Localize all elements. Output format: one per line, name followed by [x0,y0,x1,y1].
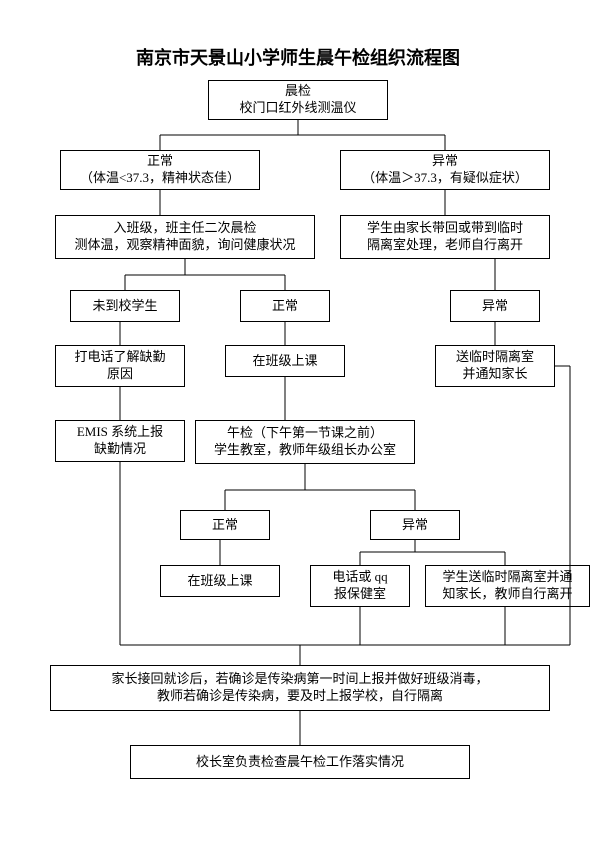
node-text: 异常 [402,517,428,534]
node-text: 正常 [147,153,173,170]
node-text: 校长室负责检查晨午检工作落实情况 [196,754,404,771]
node-text: 晨检 [285,83,311,100]
node-parent-pickup: 学生由家长带回或带到临时 隔离室处理，老师自行离开 [340,215,550,259]
node-text: 教师若确诊是传染病，要及时上报学校，自行隔离 [157,688,443,705]
node-text: （体温＞37.3，有疑似症状） [362,170,528,187]
node-principal: 校长室负责检查晨午检工作落实情况 [130,745,470,779]
node-morning-check: 晨检 校门口红外线测温仪 [208,80,388,120]
node-isolate-notify: 送临时隔离室 并通知家长 [435,345,555,387]
node-text: 隔离室处理，老师自行离开 [367,237,523,254]
node-text: 家长接回就诊后，若确诊是传染病第一时间上报并做好班级消毒， [111,671,488,688]
node-absent: 未到校学生 [70,290,180,322]
node-text: 并通知家长 [462,366,527,383]
node-text: 原因 [107,366,133,383]
node-text: 测体温，观察精神面貌，询问健康状况 [74,237,295,254]
node-text: 午检（下午第一节课之前） [227,425,383,442]
node-followup: 家长接回就诊后，若确诊是传染病第一时间上报并做好班级消毒， 教师若确诊是传染病，… [50,665,550,711]
node-text: 正常 [212,517,238,534]
node-text: 学生由家长带回或带到临时 [367,220,523,237]
node-text: 打电话了解缺勤 [74,349,165,366]
node-text: 学生教室，教师年级组长办公室 [214,442,396,459]
node-text: 在班级上课 [252,353,317,370]
node-in-class-2: 在班级上课 [160,565,280,597]
node-report-health: 电话或 qq 报保健室 [310,565,410,607]
node-isolate-teacher: 学生送临时隔离室并通 知家长，教师自行离开 [425,565,590,607]
page-title: 南京市天景山小学师生晨午检组织流程图 [0,44,596,70]
node-in-class: 在班级上课 [225,345,345,377]
node-emis: EMIS 系统上报 缺勤情况 [55,420,185,462]
node-text: 异常 [482,298,508,315]
node-text: （体温<37.3，精神状态佳） [80,170,240,187]
node-text: 未到校学生 [92,298,157,315]
node-abnormal-3: 异常 [370,510,460,540]
node-text: 知家长，教师自行离开 [442,586,572,603]
node-text: EMIS 系统上报 [77,424,163,441]
flowchart-page: 南京市天景山小学师生晨午检组织流程图 晨检 校门口红外线测温仪 正常 （体温<3… [0,0,596,853]
node-text: 校门口红外线测温仪 [239,100,356,117]
node-text: 入班级，班主任二次晨检 [113,220,256,237]
node-text: 电话或 qq [332,569,387,586]
node-text: 缺勤情况 [94,441,146,458]
node-abnormal-gate: 异常 （体温＞37.3，有疑似症状） [340,150,550,190]
node-text: 送临时隔离室 [456,349,534,366]
node-text: 报保健室 [334,586,386,603]
node-normal-gate: 正常 （体温<37.3，精神状态佳） [60,150,260,190]
node-text: 异常 [432,153,458,170]
node-normal-3: 正常 [180,510,270,540]
node-text: 正常 [272,298,298,315]
node-abnormal-2: 异常 [450,290,540,322]
node-text: 在班级上课 [187,573,252,590]
node-enter-class: 入班级，班主任二次晨检 测体温，观察精神面貌，询问健康状况 [55,215,315,259]
node-call-reason: 打电话了解缺勤 原因 [55,345,185,387]
node-text: 学生送临时隔离室并通 [442,569,572,586]
node-normal-2: 正常 [240,290,330,322]
node-noon-check: 午检（下午第一节课之前） 学生教室，教师年级组长办公室 [195,420,415,464]
